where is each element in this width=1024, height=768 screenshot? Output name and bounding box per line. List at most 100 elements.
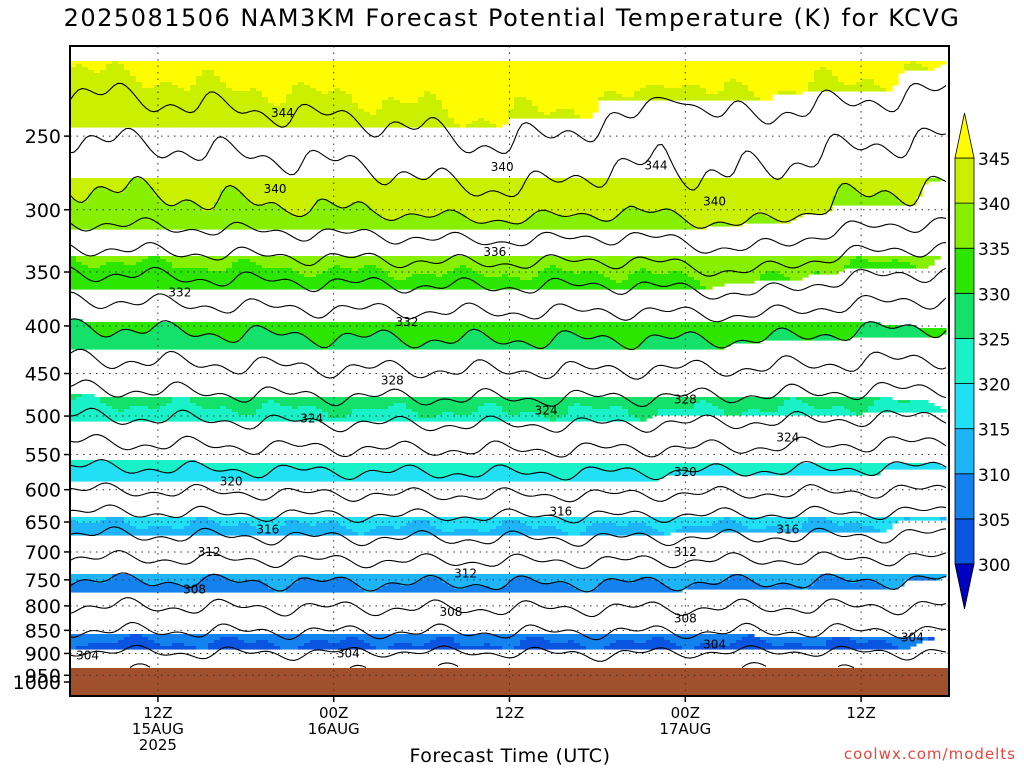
fill-cell	[766, 214, 803, 218]
fill-cell	[70, 214, 293, 218]
fill-cell	[268, 583, 293, 587]
fill-cell	[142, 178, 929, 182]
fill-cell	[700, 643, 719, 647]
fill-cell	[274, 529, 353, 533]
fill-cell	[346, 415, 419, 419]
x-axis-label: Forecast Time (UTC)	[409, 745, 611, 767]
fill-cell	[418, 466, 491, 470]
fill-cell	[502, 409, 569, 413]
fill-cell	[304, 334, 341, 338]
contour-label: 308	[674, 611, 697, 625]
fill-cell	[790, 331, 857, 335]
fill-cell	[490, 466, 509, 470]
fill-cell	[460, 124, 467, 128]
fill-cell	[424, 469, 491, 473]
fill-cell	[922, 328, 947, 332]
fill-cell	[124, 469, 143, 473]
colorbar-segment	[954, 383, 975, 430]
fill-cell	[928, 637, 935, 641]
fill-cell	[886, 463, 911, 467]
fill-cell	[796, 397, 881, 401]
fill-cell	[118, 409, 125, 413]
contour-lines	[70, 82, 947, 669]
chart-title: 2025081506 NAM3KM Forecast Potential Tem…	[63, 4, 961, 32]
fill-cell	[394, 403, 407, 407]
fill-cell	[424, 343, 533, 347]
fill-cell	[130, 70, 203, 74]
fill-cell	[730, 574, 743, 578]
fill-cell	[160, 583, 179, 587]
fill-cell	[70, 193, 89, 197]
fill-cell	[742, 82, 809, 86]
fill-cell	[70, 85, 143, 89]
fill-cell	[520, 643, 581, 647]
fill-cell	[316, 274, 389, 278]
fill-cell	[178, 202, 197, 206]
fill-cell	[328, 469, 371, 473]
fill-cell	[334, 265, 341, 269]
fill-cell	[850, 637, 929, 641]
contour-label: 312	[454, 566, 477, 580]
fill-cell	[442, 580, 509, 584]
fill-cell	[118, 640, 155, 644]
fill-cell	[436, 214, 467, 218]
fill-cell	[436, 526, 497, 530]
fill-cell	[286, 211, 311, 215]
fill-cell	[130, 523, 191, 527]
fill-cell	[784, 643, 803, 647]
fill-cell	[328, 412, 353, 416]
credit-link[interactable]: coolwx.com/modelts	[843, 745, 1016, 763]
fill-cell	[196, 403, 263, 407]
fill-cell	[838, 184, 851, 188]
fill-cell	[70, 325, 89, 329]
fill-cell	[910, 577, 935, 581]
fill-cell	[298, 646, 377, 650]
fill-cell	[340, 265, 365, 269]
fill-cell	[520, 520, 719, 524]
fill-cell	[364, 202, 833, 206]
fill-cell	[70, 109, 365, 113]
fill-cell	[154, 85, 179, 89]
fill-cell	[184, 331, 245, 335]
fill-cell	[604, 91, 617, 95]
fill-cell	[880, 85, 893, 89]
colorbar-segment	[954, 202, 975, 249]
fill-cell	[898, 199, 917, 203]
fill-cell	[808, 520, 833, 524]
fill-cell	[700, 283, 725, 287]
fill-cell	[430, 340, 443, 344]
fill-cell	[568, 412, 629, 416]
fill-cell	[106, 460, 191, 464]
fill-cell	[508, 583, 569, 587]
fill-cell	[514, 106, 539, 110]
fill-cell	[532, 277, 611, 281]
fill-cell	[676, 469, 683, 473]
fill-cell	[592, 337, 611, 341]
fill-cell	[904, 67, 929, 71]
grid-lines	[70, 46, 949, 696]
fill-cell	[466, 334, 485, 338]
fill-cell	[658, 412, 725, 416]
fill-cell	[490, 337, 557, 341]
fill-cell	[352, 94, 425, 98]
fill-cell	[436, 97, 515, 101]
fill-cell	[460, 340, 497, 344]
fill-cell	[70, 280, 617, 284]
fill-cell	[514, 100, 533, 104]
contour-line-318	[70, 482, 947, 503]
colorbar-segment	[954, 428, 975, 475]
fill-cell	[670, 208, 833, 212]
fill-cell	[88, 67, 107, 71]
fill-cell	[172, 643, 185, 647]
fill-cell	[544, 637, 653, 641]
fill-cell	[130, 328, 155, 332]
fill-cell	[670, 472, 737, 476]
fill-cell	[190, 88, 233, 92]
fill-cell	[442, 412, 455, 416]
fill-cell	[208, 466, 275, 470]
fill-cell	[442, 106, 515, 110]
fill-cell	[430, 640, 455, 644]
fill-cell	[70, 634, 131, 638]
fill-cell	[748, 88, 809, 92]
